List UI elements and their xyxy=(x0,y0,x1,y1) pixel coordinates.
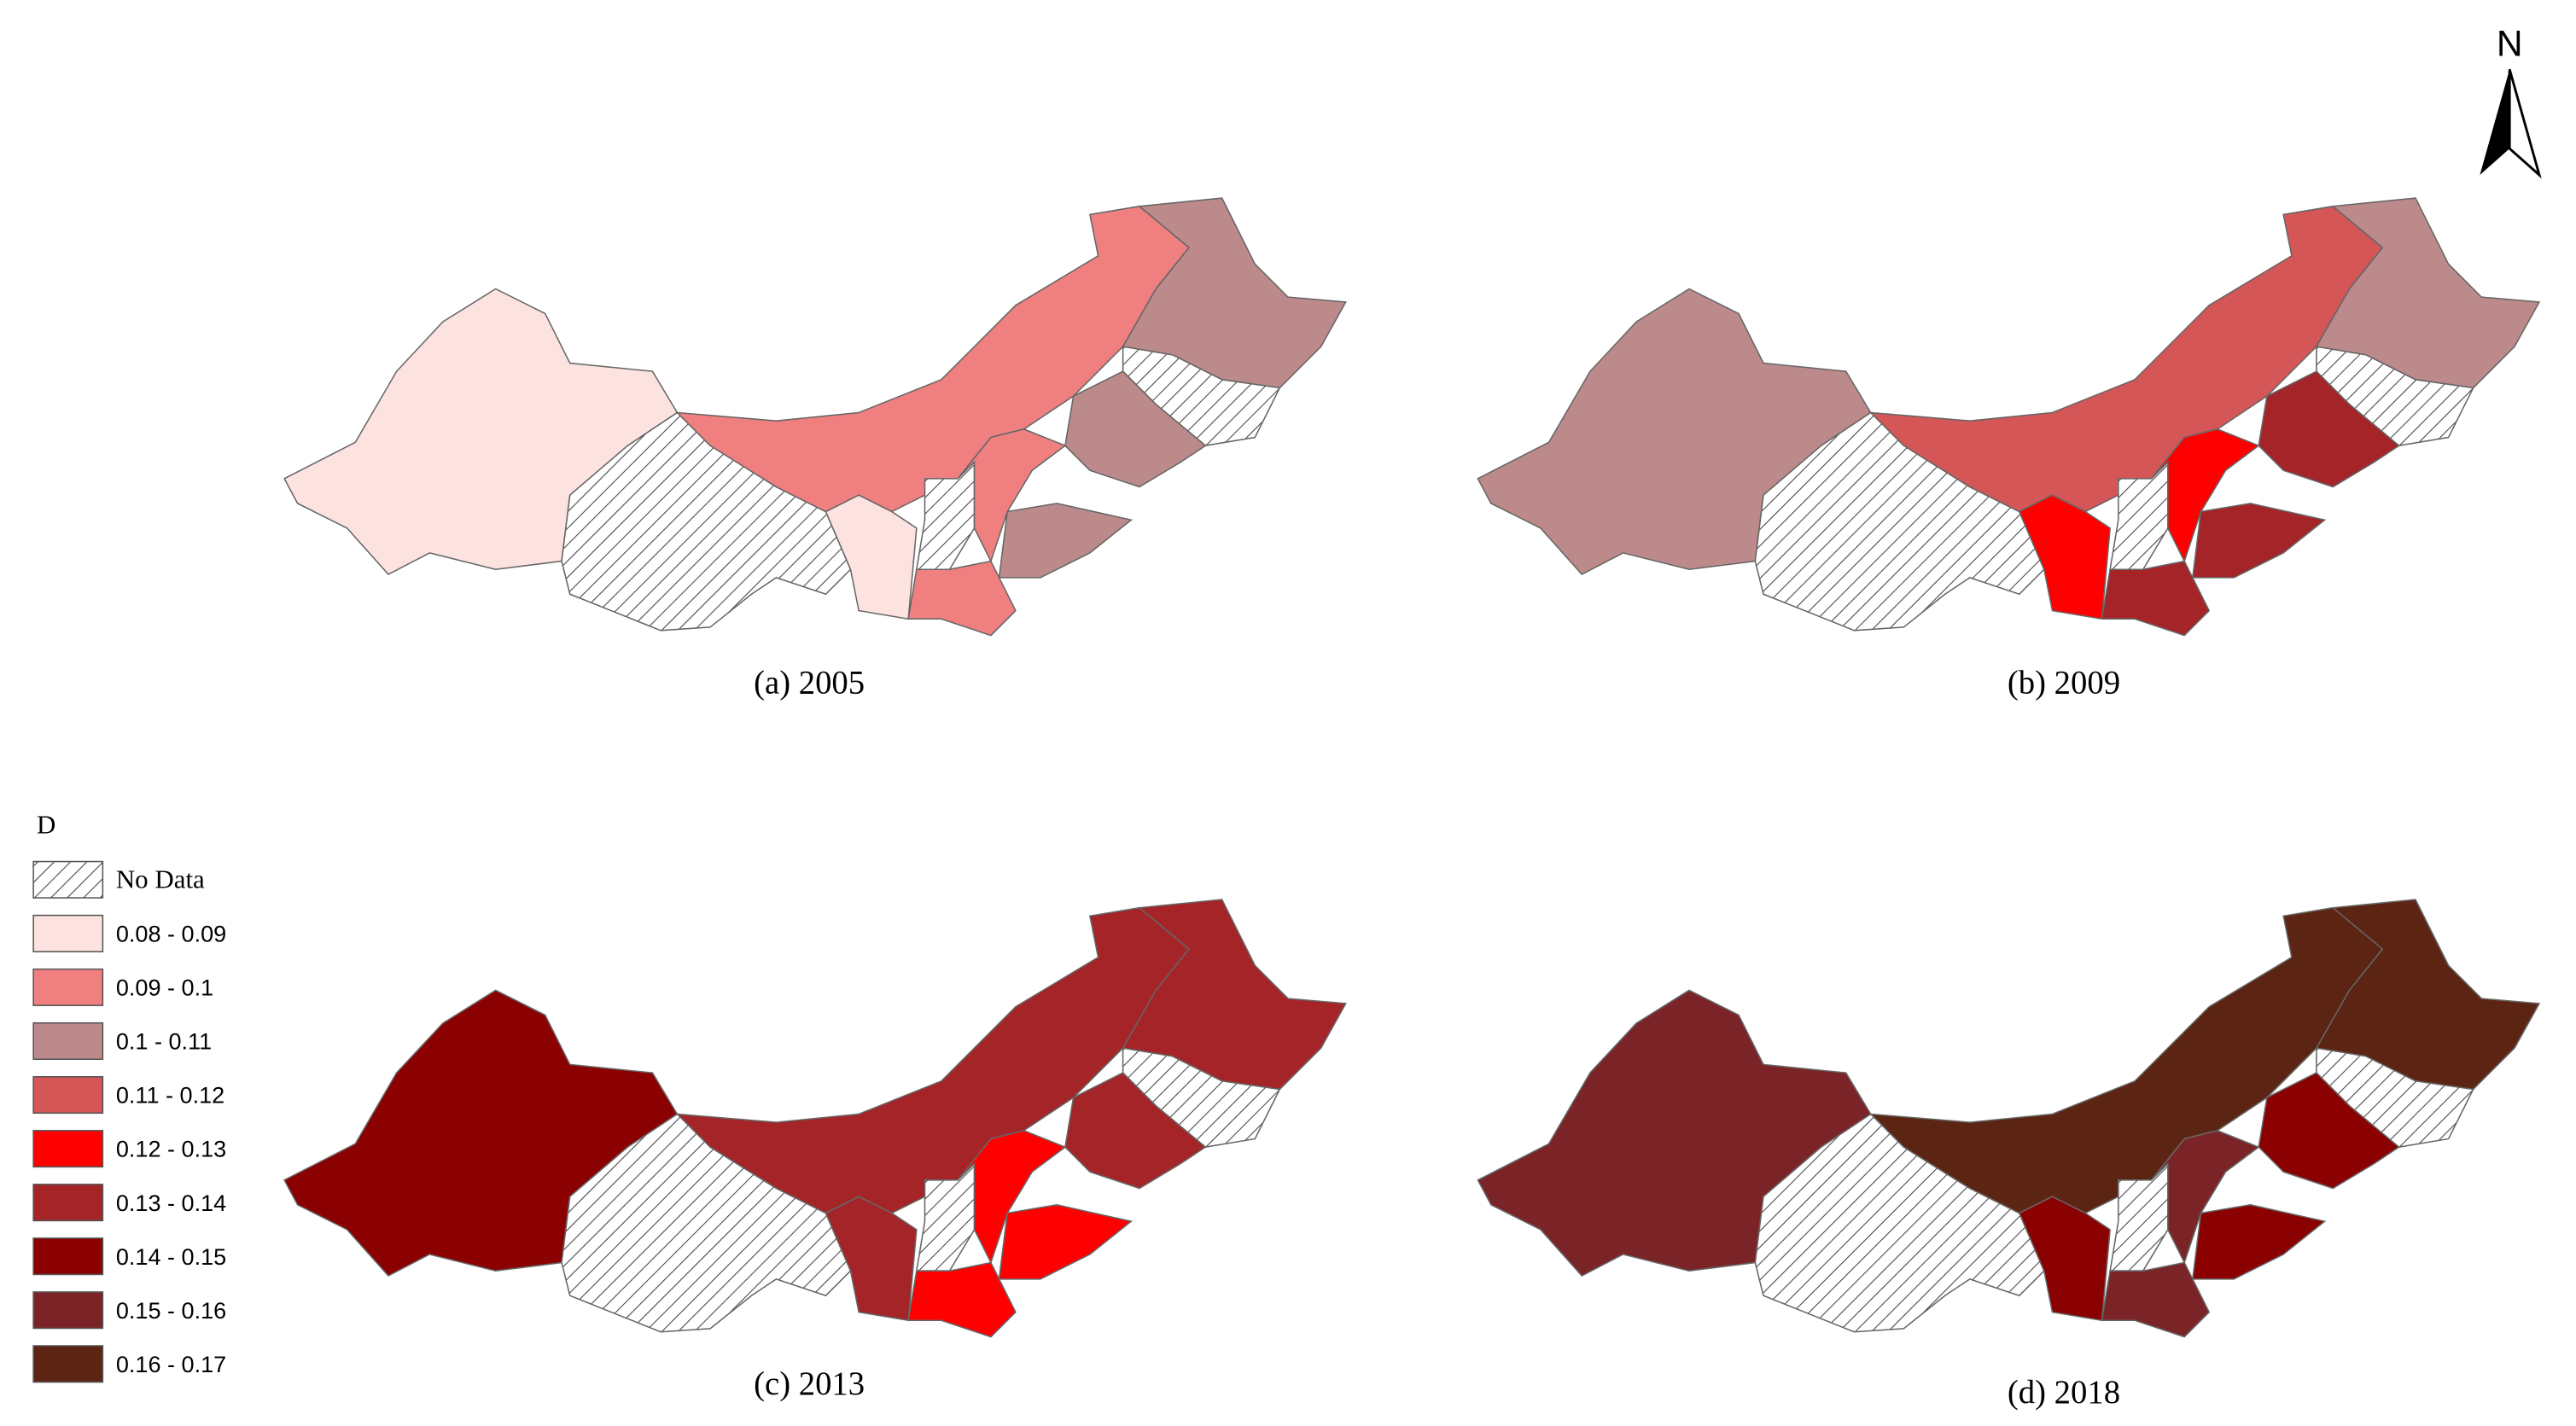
legend-label: 0.11 - 0.12 xyxy=(116,1082,224,1109)
region xyxy=(2191,503,2327,579)
region xyxy=(2109,460,2169,571)
panel-caption: (c) 2013 xyxy=(754,1366,865,1402)
legend-title: D xyxy=(37,810,55,840)
region xyxy=(998,1204,1134,1280)
legend-swatch xyxy=(32,1345,104,1383)
region xyxy=(998,503,1134,579)
region xyxy=(2150,1129,2260,1265)
region xyxy=(2150,428,2260,563)
legend-label: 0.08 - 0.09 xyxy=(116,921,226,947)
region xyxy=(907,1261,1017,1338)
legend-swatch xyxy=(32,1021,104,1061)
panel-caption: (d) 2018 xyxy=(2008,1375,2120,1411)
region xyxy=(825,494,918,620)
region xyxy=(2109,1161,2169,1272)
map-panel xyxy=(1477,899,2541,1338)
region xyxy=(907,560,1017,637)
legend-swatch xyxy=(32,1237,104,1276)
region xyxy=(2258,370,2400,488)
legend-swatch xyxy=(32,1130,104,1168)
panel-caption: (b) 2009 xyxy=(2008,665,2120,701)
region xyxy=(2258,1072,2400,1190)
legend-swatch xyxy=(32,1184,104,1222)
region xyxy=(2101,560,2211,637)
region xyxy=(2018,494,2111,620)
legend-swatch xyxy=(32,1075,104,1115)
north-label: N xyxy=(2497,24,2523,65)
map-panel xyxy=(1477,197,2541,637)
region xyxy=(2191,1204,2327,1280)
north-arrow: N xyxy=(2480,24,2542,179)
region xyxy=(957,428,1067,563)
legend-label: 0.16 - 0.17 xyxy=(116,1351,226,1377)
region xyxy=(1064,370,1207,488)
panel-caption: (a) 2005 xyxy=(754,665,865,701)
region xyxy=(915,460,976,571)
legend-label: 0.12 - 0.13 xyxy=(116,1136,226,1162)
legend-swatch xyxy=(32,1291,104,1330)
legend-label: 0.13 - 0.14 xyxy=(116,1190,226,1216)
legend-label: 0.1 - 0.11 xyxy=(116,1028,212,1055)
legend-label: No Data xyxy=(116,864,205,894)
region xyxy=(915,1161,976,1272)
legend-label: 0.09 - 0.1 xyxy=(116,975,213,1001)
map-panel xyxy=(283,197,1347,637)
legend-label: 0.15 - 0.16 xyxy=(116,1297,226,1324)
legend-swatch xyxy=(32,860,104,899)
region xyxy=(2018,1196,2111,1322)
legend-swatch xyxy=(32,968,104,1006)
region xyxy=(1064,1072,1207,1190)
region xyxy=(2101,1261,2211,1338)
legend-label: 0.14 - 0.15 xyxy=(116,1243,226,1270)
region xyxy=(825,1196,918,1322)
map-panel xyxy=(283,899,1347,1338)
legend-swatch xyxy=(32,914,104,952)
region xyxy=(957,1129,1067,1265)
